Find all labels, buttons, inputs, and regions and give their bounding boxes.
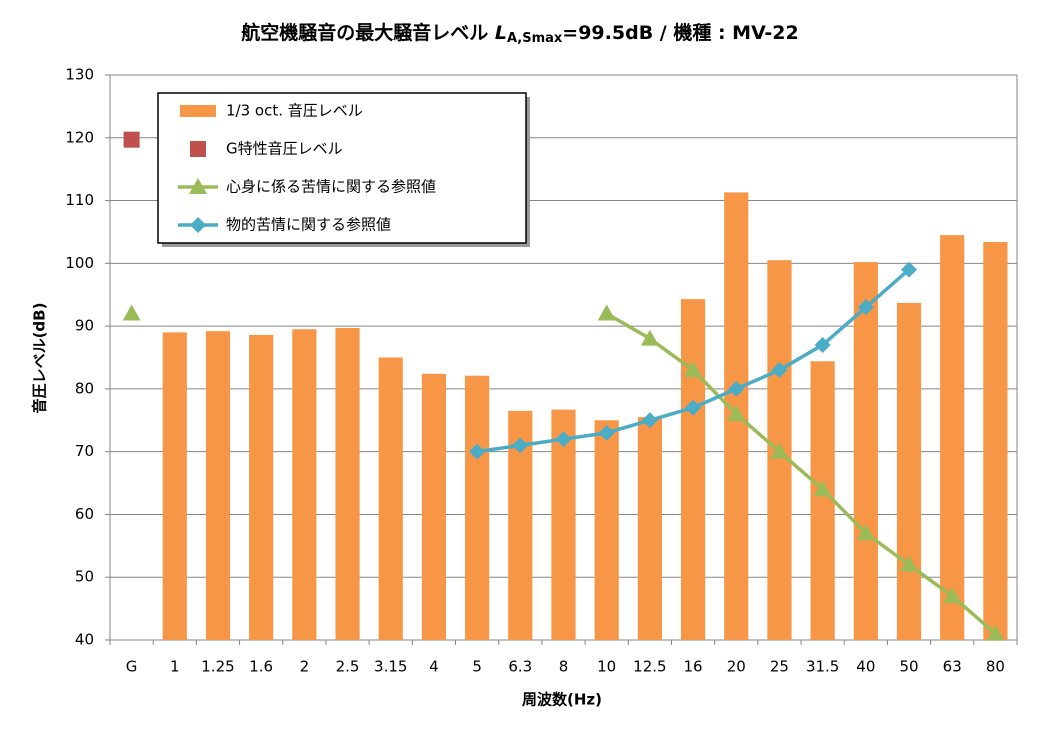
bar bbox=[249, 334, 274, 640]
marker bbox=[900, 555, 919, 572]
x-tick-label: 63 bbox=[943, 658, 962, 676]
title-part: =99.5dB / 機種 : MV-22 bbox=[562, 21, 798, 44]
legend-swatch bbox=[180, 105, 216, 117]
marker bbox=[943, 587, 962, 604]
marker bbox=[640, 329, 659, 346]
bar bbox=[896, 302, 922, 640]
marker bbox=[770, 442, 789, 459]
x-tick-label: 50 bbox=[899, 658, 918, 676]
bar bbox=[292, 329, 317, 640]
title-part: L bbox=[495, 22, 507, 44]
bar bbox=[335, 327, 360, 640]
y-tick-label: 70 bbox=[75, 442, 94, 460]
y-tick-label: 80 bbox=[75, 379, 94, 397]
x-tick-label: 2.5 bbox=[336, 658, 360, 676]
y-tick-label: 90 bbox=[75, 317, 94, 335]
bar bbox=[810, 361, 835, 640]
marker bbox=[728, 380, 745, 397]
legend: 1/3 oct. 音圧レベル G特性音圧レベル心身に係る苦情に関する参照値物的苦情… bbox=[157, 92, 530, 247]
bar bbox=[205, 331, 231, 640]
marker bbox=[813, 480, 832, 497]
x-tick-label: 31.5 bbox=[806, 658, 839, 676]
y-tick-label: 40 bbox=[75, 631, 94, 649]
marker bbox=[771, 362, 788, 379]
y-tick-label: 50 bbox=[75, 568, 94, 586]
x-tick-label: 4 bbox=[429, 658, 439, 676]
x-tick-label: 40 bbox=[856, 658, 875, 676]
legend-marker bbox=[189, 178, 207, 194]
y-axis-title: 音圧レベル(dB) bbox=[31, 303, 49, 414]
y-tick-label: 130 bbox=[65, 66, 94, 84]
bar bbox=[378, 357, 403, 640]
x-tick-label: 20 bbox=[727, 658, 746, 676]
legend-marker bbox=[190, 141, 206, 157]
chart-title: 航空機騒音の最大騒音レベル LA,Smax=99.5dB / 機種 : MV-2… bbox=[241, 21, 798, 46]
x-tick-label: 1.6 bbox=[249, 658, 273, 676]
x-tick-label: G bbox=[126, 658, 138, 676]
title-part: A,Smax bbox=[507, 31, 563, 46]
x-tick-label: 1 bbox=[170, 658, 180, 676]
x-tick-label: 1.25 bbox=[201, 658, 234, 676]
marker bbox=[856, 524, 875, 541]
legend-label: G特性音圧レベル bbox=[226, 140, 343, 158]
x-axis-title: 周波数(Hz) bbox=[522, 691, 602, 709]
title-part: 航空機騒音の最大騒音レベル bbox=[241, 21, 495, 44]
marker bbox=[685, 399, 702, 416]
x-tick-label: 25 bbox=[770, 658, 789, 676]
line bbox=[605, 312, 997, 636]
legend-label: 1/3 oct. 音圧レベル bbox=[226, 102, 363, 120]
marker bbox=[641, 412, 658, 429]
marker bbox=[555, 431, 572, 448]
y-tick-label: 60 bbox=[75, 505, 94, 523]
marker bbox=[598, 424, 615, 441]
legend-box bbox=[157, 92, 527, 244]
x-tick-label: 80 bbox=[986, 658, 1005, 676]
marker bbox=[123, 131, 140, 148]
x-tick-label: 6.3 bbox=[508, 658, 532, 676]
x-tick-label: 8 bbox=[559, 658, 569, 676]
x-tick-label: 10 bbox=[597, 658, 616, 676]
bar bbox=[940, 235, 965, 641]
legend-marker bbox=[190, 217, 206, 233]
bar bbox=[637, 417, 662, 640]
bar bbox=[853, 262, 878, 640]
marker bbox=[469, 443, 486, 460]
bar bbox=[421, 373, 447, 640]
bar bbox=[594, 420, 619, 640]
legend-label: 物的苦情に関する参照値 bbox=[226, 216, 391, 234]
bar bbox=[465, 375, 490, 640]
marker bbox=[727, 405, 746, 421]
bar bbox=[162, 332, 187, 640]
marker bbox=[684, 361, 703, 378]
x-tick-label: 3.15 bbox=[374, 658, 407, 676]
bar bbox=[680, 299, 706, 640]
x-tick-label: 12.5 bbox=[633, 658, 666, 676]
y-tick-label: 110 bbox=[65, 191, 94, 209]
x-tick-label: 16 bbox=[684, 658, 703, 676]
y-tick-label: 100 bbox=[65, 254, 94, 272]
marker bbox=[857, 299, 874, 316]
bar bbox=[551, 409, 576, 640]
x-tick-label: 5 bbox=[472, 658, 482, 676]
marker bbox=[597, 304, 616, 321]
marker bbox=[901, 261, 918, 278]
y-tick-label: 120 bbox=[65, 128, 94, 146]
marker bbox=[814, 336, 831, 353]
marker bbox=[122, 304, 141, 321]
bar bbox=[983, 241, 1008, 640]
x-tick-label: 2 bbox=[300, 658, 310, 676]
marker bbox=[512, 437, 529, 454]
marker bbox=[986, 624, 1005, 641]
legend-label: 心身に係る苦情に関する参照値 bbox=[226, 178, 436, 196]
